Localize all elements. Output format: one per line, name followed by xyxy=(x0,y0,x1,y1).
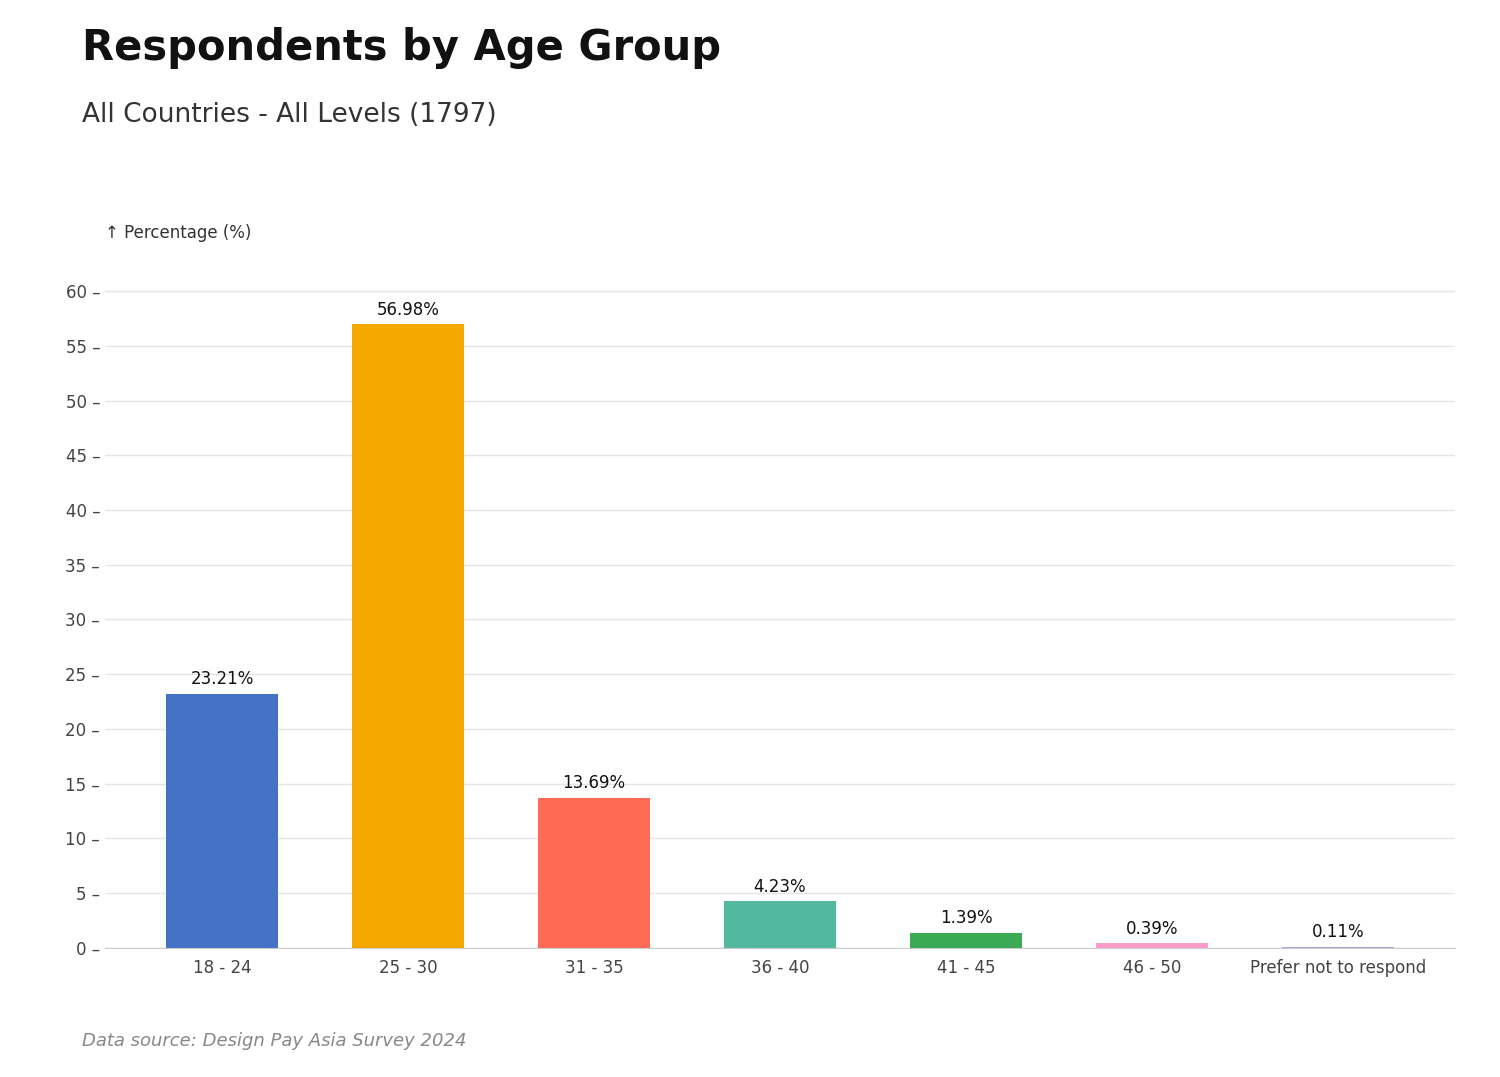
Text: 4.23%: 4.23% xyxy=(753,878,807,896)
Bar xyxy=(910,933,1022,948)
Bar xyxy=(538,798,650,948)
Text: 23.21%: 23.21% xyxy=(190,670,254,688)
Text: All Countries - All Levels (1797): All Countries - All Levels (1797) xyxy=(82,102,497,128)
Text: 0.11%: 0.11% xyxy=(1311,923,1364,941)
Text: ↑ Percentage (%): ↑ Percentage (%) xyxy=(105,224,252,242)
Bar xyxy=(724,901,836,948)
Text: 1.39%: 1.39% xyxy=(939,909,993,927)
Bar xyxy=(352,324,464,948)
Text: Data source: Design Pay Asia Survey 2024: Data source: Design Pay Asia Survey 2024 xyxy=(82,1032,466,1050)
Bar xyxy=(1282,947,1394,948)
Bar xyxy=(166,694,278,948)
Text: Respondents by Age Group: Respondents by Age Group xyxy=(82,27,722,69)
Bar xyxy=(1096,943,1208,948)
Text: 0.39%: 0.39% xyxy=(1125,920,1178,938)
Text: 13.69%: 13.69% xyxy=(562,774,626,793)
Text: 56.98%: 56.98% xyxy=(376,300,440,319)
